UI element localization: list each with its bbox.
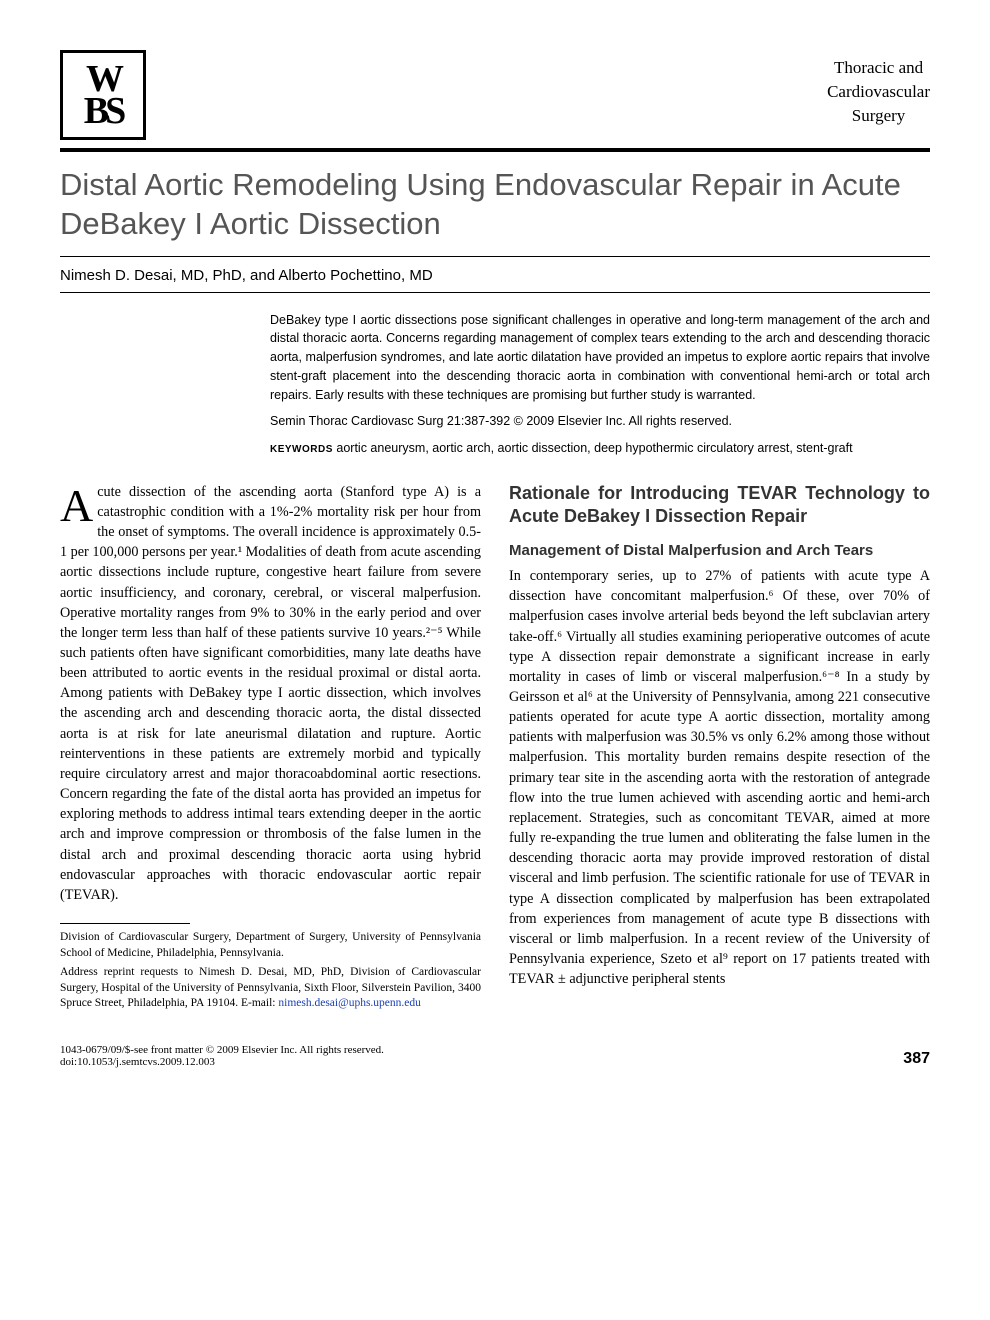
page-footer: 1043-0679/09/$-see front matter © 2009 E… <box>60 1044 930 1068</box>
doi-line: doi:10.1053/j.semtcvs.2009.12.003 <box>60 1056 384 1068</box>
journal-line-2: Cardiovascular <box>827 80 930 104</box>
abstract-text: DeBakey type I aortic dissections pose s… <box>270 311 930 405</box>
column-left: Acute dissection of the ascending aorta … <box>60 482 481 1016</box>
page-number: 387 <box>903 1050 930 1068</box>
publisher-logo: WBS <box>60 50 146 140</box>
logo-text: WBS <box>84 63 122 128</box>
intro-text: cute dissection of the ascending aorta (… <box>60 484 481 903</box>
intro-paragraph: Acute dissection of the ascending aorta … <box>60 482 481 905</box>
dropcap: A <box>60 482 97 525</box>
rule-under-title <box>60 256 930 257</box>
journal-section-label: Thoracic and Cardiovascular Surgery <box>827 50 930 127</box>
abstract-block: DeBakey type I aortic dissections pose s… <box>270 311 930 458</box>
keywords-text: aortic aneurysm, aortic arch, aortic dis… <box>336 441 852 455</box>
rule-top <box>60 148 930 152</box>
footer-left: 1043-0679/09/$-see front matter © 2009 E… <box>60 1044 384 1068</box>
rule-under-authors <box>60 292 930 293</box>
affiliations-block: Division of Cardiovascular Surgery, Depa… <box>60 930 481 1012</box>
section-body-text: In contemporary series, up to 27% of pat… <box>509 566 930 989</box>
journal-line-3: Surgery <box>827 104 930 128</box>
page-header: WBS Thoracic and Cardiovascular Surgery <box>60 50 930 140</box>
abstract-citation: Semin Thorac Cardiovasc Surg 21:387-392 … <box>270 412 930 431</box>
subsection-heading: Management of Distal Malperfusion and Ar… <box>509 541 930 561</box>
author-email[interactable]: nimesh.desai@uphs.upenn.edu <box>278 997 421 1009</box>
column-right: Rationale for Introducing TEVAR Technolo… <box>509 482 930 1016</box>
copyright-line: 1043-0679/09/$-see front matter © 2009 E… <box>60 1044 384 1056</box>
author-list: Nimesh D. Desai, MD, PhD, and Alberto Po… <box>60 267 930 284</box>
article-title: Distal Aortic Remodeling Using Endovascu… <box>60 166 930 244</box>
section-heading: Rationale for Introducing TEVAR Technolo… <box>509 482 930 529</box>
reprint-address: Address reprint requests to Nimesh D. De… <box>60 965 481 1012</box>
affiliation-text: Division of Cardiovascular Surgery, Depa… <box>60 930 481 961</box>
affiliation-rule <box>60 923 190 924</box>
keywords-label: KEYWORDS <box>270 444 333 455</box>
journal-line-1: Thoracic and <box>827 56 930 80</box>
body-columns: Acute dissection of the ascending aorta … <box>60 482 930 1016</box>
keywords-line: KEYWORDS aortic aneurysm, aortic arch, a… <box>270 439 930 458</box>
